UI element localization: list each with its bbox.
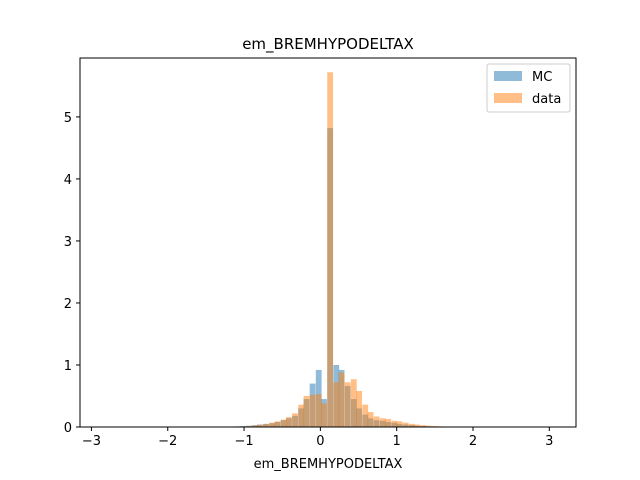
bar-data-21 <box>350 379 357 427</box>
x-tick-label: −2 <box>158 434 177 449</box>
x-tick-label: 1 <box>393 434 401 449</box>
bar-data-9 <box>280 419 287 427</box>
x-axis-label: em_BREMHYPODELTAX <box>254 457 403 472</box>
bar-data-18 <box>333 382 340 427</box>
plot-frame <box>79 57 577 428</box>
y-tick-label: 4 <box>64 173 72 188</box>
bar-data-23 <box>362 404 369 427</box>
bars-layer <box>99 72 571 427</box>
y-tick-label: 5 <box>64 111 72 126</box>
bar-data-14 <box>309 394 316 427</box>
x-tick-label: 0 <box>316 434 324 449</box>
chart-title: em_BREMHYPODELTAX <box>242 35 414 54</box>
axes-layer: −3 −2 −1 0 1 2 3 0 1 2 3 4 5 <box>64 111 554 449</box>
legend: MC data <box>486 63 571 113</box>
x-tick-label: −1 <box>234 434 253 449</box>
bar-data-26 <box>379 418 386 427</box>
bar-data-16 <box>321 403 327 427</box>
y-tick-label: 2 <box>64 297 72 312</box>
bar-data-11 <box>292 413 298 427</box>
bar-data-20 <box>344 382 351 427</box>
bar-data-15 <box>315 394 322 427</box>
x-tick-label: 3 <box>545 434 553 449</box>
bar-data-33 <box>420 425 427 427</box>
bar-data-13 <box>303 395 310 427</box>
bar-data-30 <box>402 422 409 427</box>
y-tick-label: 1 <box>64 359 72 374</box>
bar-data-25 <box>373 416 380 427</box>
bar-data-7 <box>269 422 276 427</box>
bar-data-28 <box>391 420 398 427</box>
x-tick-label: 2 <box>469 434 477 449</box>
bar-data-5 <box>257 424 263 427</box>
legend-label-data: data <box>532 92 561 107</box>
bar-data-31 <box>408 423 415 427</box>
bar-data-6 <box>263 423 269 427</box>
bar-data-32 <box>414 424 421 427</box>
bar-data-24 <box>367 412 374 427</box>
bar-data-8 <box>274 421 281 427</box>
bar-data-29 <box>396 421 403 427</box>
bar-data-19 <box>338 372 345 427</box>
legend-swatch-data <box>494 93 522 103</box>
bar-data-22 <box>356 391 363 427</box>
bar-data-27 <box>385 418 392 427</box>
bar-data-17 <box>327 72 334 427</box>
legend-swatch-mc <box>494 71 522 81</box>
y-tick-label: 3 <box>64 235 72 250</box>
y-tick-label: 0 <box>64 421 72 436</box>
legend-label-mc: MC <box>532 70 552 85</box>
bar-data-4 <box>251 425 258 427</box>
bar-data-10 <box>286 417 292 427</box>
x-tick-label: −3 <box>82 434 101 449</box>
bar-data-34 <box>425 425 432 427</box>
bar-data-12 <box>298 404 305 427</box>
